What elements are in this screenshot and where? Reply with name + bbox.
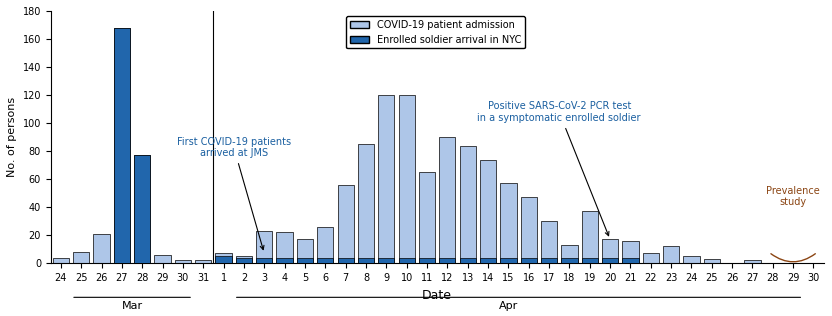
Bar [642, 253, 659, 263]
Bar [521, 198, 537, 263]
Bar [235, 258, 252, 263]
Text: First COVID-19 patients
arrived at JMS: First COVID-19 patients arrived at JMS [176, 137, 291, 250]
Bar [317, 227, 334, 263]
Bar [338, 258, 354, 263]
Bar [704, 259, 720, 263]
Text: Prevalence
study: Prevalence study [766, 185, 820, 207]
Bar [297, 258, 313, 263]
Bar [52, 258, 69, 263]
Bar [582, 211, 598, 263]
Bar [358, 144, 374, 263]
Bar [175, 260, 191, 263]
Bar [500, 183, 517, 263]
Bar [93, 234, 110, 263]
Bar [562, 245, 577, 263]
Bar [459, 145, 476, 263]
Text: Positive SARS-CoV-2 PCR test
in a symptomatic enrolled soldier: Positive SARS-CoV-2 PCR test in a sympto… [478, 101, 641, 236]
Bar [622, 241, 638, 263]
Bar [622, 258, 638, 263]
Bar [215, 256, 232, 263]
Bar [134, 155, 151, 263]
Bar [338, 185, 354, 263]
Bar [379, 258, 394, 263]
Bar [663, 246, 679, 263]
Bar [480, 160, 496, 263]
Bar [134, 155, 151, 263]
Bar [399, 95, 415, 263]
Bar [114, 28, 130, 263]
Bar [256, 258, 272, 263]
Bar [459, 258, 476, 263]
Bar [235, 256, 252, 263]
Bar [73, 252, 89, 263]
X-axis label: Date: Date [422, 289, 452, 301]
Bar [439, 137, 455, 263]
Bar [439, 258, 455, 263]
Bar [114, 28, 130, 263]
Bar [541, 221, 557, 263]
Bar [256, 231, 272, 263]
Bar [562, 258, 577, 263]
Y-axis label: No. of persons: No. of persons [7, 97, 17, 177]
Bar [602, 240, 618, 263]
Bar [602, 258, 618, 263]
Bar [358, 258, 374, 263]
Bar [582, 258, 598, 263]
Text: Mar: Mar [121, 301, 142, 311]
Bar [399, 258, 415, 263]
Bar [418, 172, 435, 263]
Text: Apr: Apr [498, 301, 518, 311]
Bar [317, 258, 334, 263]
Legend: COVID-19 patient admission, Enrolled soldier arrival in NYC: COVID-19 patient admission, Enrolled sol… [345, 16, 525, 48]
Bar [297, 240, 313, 263]
Bar [215, 253, 232, 263]
Bar [521, 258, 537, 263]
Bar [276, 258, 293, 263]
Bar [379, 95, 394, 263]
Bar [418, 258, 435, 263]
Bar [683, 256, 700, 263]
Bar [745, 260, 760, 263]
Bar [480, 258, 496, 263]
Bar [155, 255, 171, 263]
Bar [500, 258, 517, 263]
Bar [196, 260, 211, 263]
Bar [276, 233, 293, 263]
Bar [541, 258, 557, 263]
